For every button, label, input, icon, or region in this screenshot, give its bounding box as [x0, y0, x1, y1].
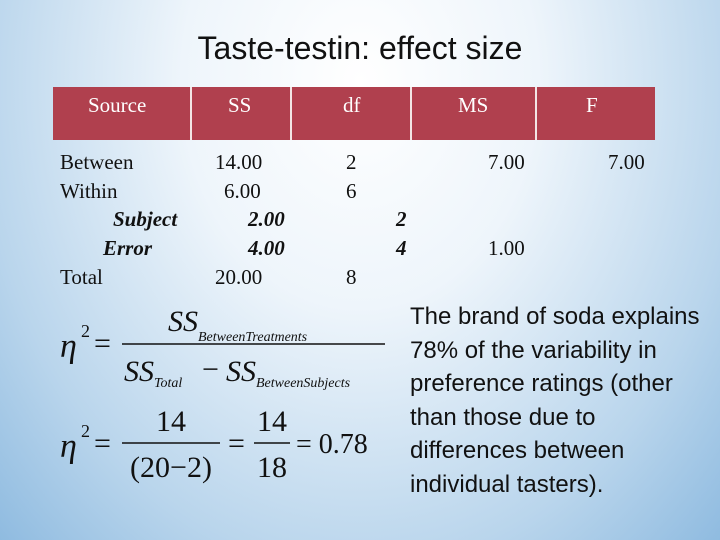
result: = 0.78 [296, 429, 368, 460]
source-cell: Error [103, 236, 153, 260]
table-header-bg [53, 87, 655, 140]
ss-cell: 4.00 [248, 236, 285, 260]
formulas: η 2 = SS BetweenTreatments SS Total − SS… [60, 305, 385, 484]
numerator: 14 [257, 405, 287, 438]
equals: = [94, 427, 111, 460]
ss-cell: 14.00 [215, 150, 263, 174]
ss-symbol: SS [168, 305, 198, 338]
source-cell: Within [60, 179, 118, 203]
header-cell: SS [228, 93, 252, 117]
denominator: 18 [257, 451, 287, 484]
ss-cell: 6.00 [224, 179, 261, 203]
superscript: 2 [81, 321, 90, 341]
header-cell: MS [458, 93, 489, 117]
explanation: The brand of soda explains 78% of the va… [410, 303, 700, 498]
source-cell: Subject [113, 207, 178, 231]
minus: − [202, 353, 219, 386]
eta: η [60, 428, 77, 465]
equals: = [94, 327, 111, 360]
header-cell: df [343, 93, 361, 117]
df-cell: 8 [346, 265, 357, 289]
eta: η [60, 328, 77, 365]
df-cell: 2 [346, 150, 357, 174]
denominator: (20−2) [130, 451, 212, 484]
df-cell: 6 [346, 179, 357, 203]
df-cell: 2 [396, 207, 407, 231]
source-cell: Between [60, 150, 134, 174]
subscript: BetweenTreatments [198, 330, 308, 345]
equals: = [228, 427, 245, 460]
ss-symbol: SS [226, 355, 256, 388]
numerator: 14 [156, 405, 186, 438]
header-cell: F [586, 93, 598, 117]
subscript: BetweenSubjects [256, 376, 351, 391]
ss-cell: 2.00 [248, 207, 285, 231]
header-divider [410, 87, 412, 140]
ms-cell: 1.00 [488, 236, 525, 260]
subscript: Total [154, 376, 182, 391]
ss-cell: 20.00 [215, 265, 263, 289]
df-cell: 4 [396, 236, 407, 260]
ss-symbol: SS [124, 355, 154, 388]
header-divider [290, 87, 292, 140]
f-cell: 7.00 [608, 150, 645, 174]
superscript: 2 [81, 421, 90, 441]
ms-cell: 7.00 [488, 150, 525, 174]
slide-title: Taste-testin: effect size [197, 30, 523, 66]
header-divider [535, 87, 537, 140]
header-cell: Source [88, 93, 147, 117]
header-divider [190, 87, 192, 140]
source-cell: Total [60, 265, 103, 289]
